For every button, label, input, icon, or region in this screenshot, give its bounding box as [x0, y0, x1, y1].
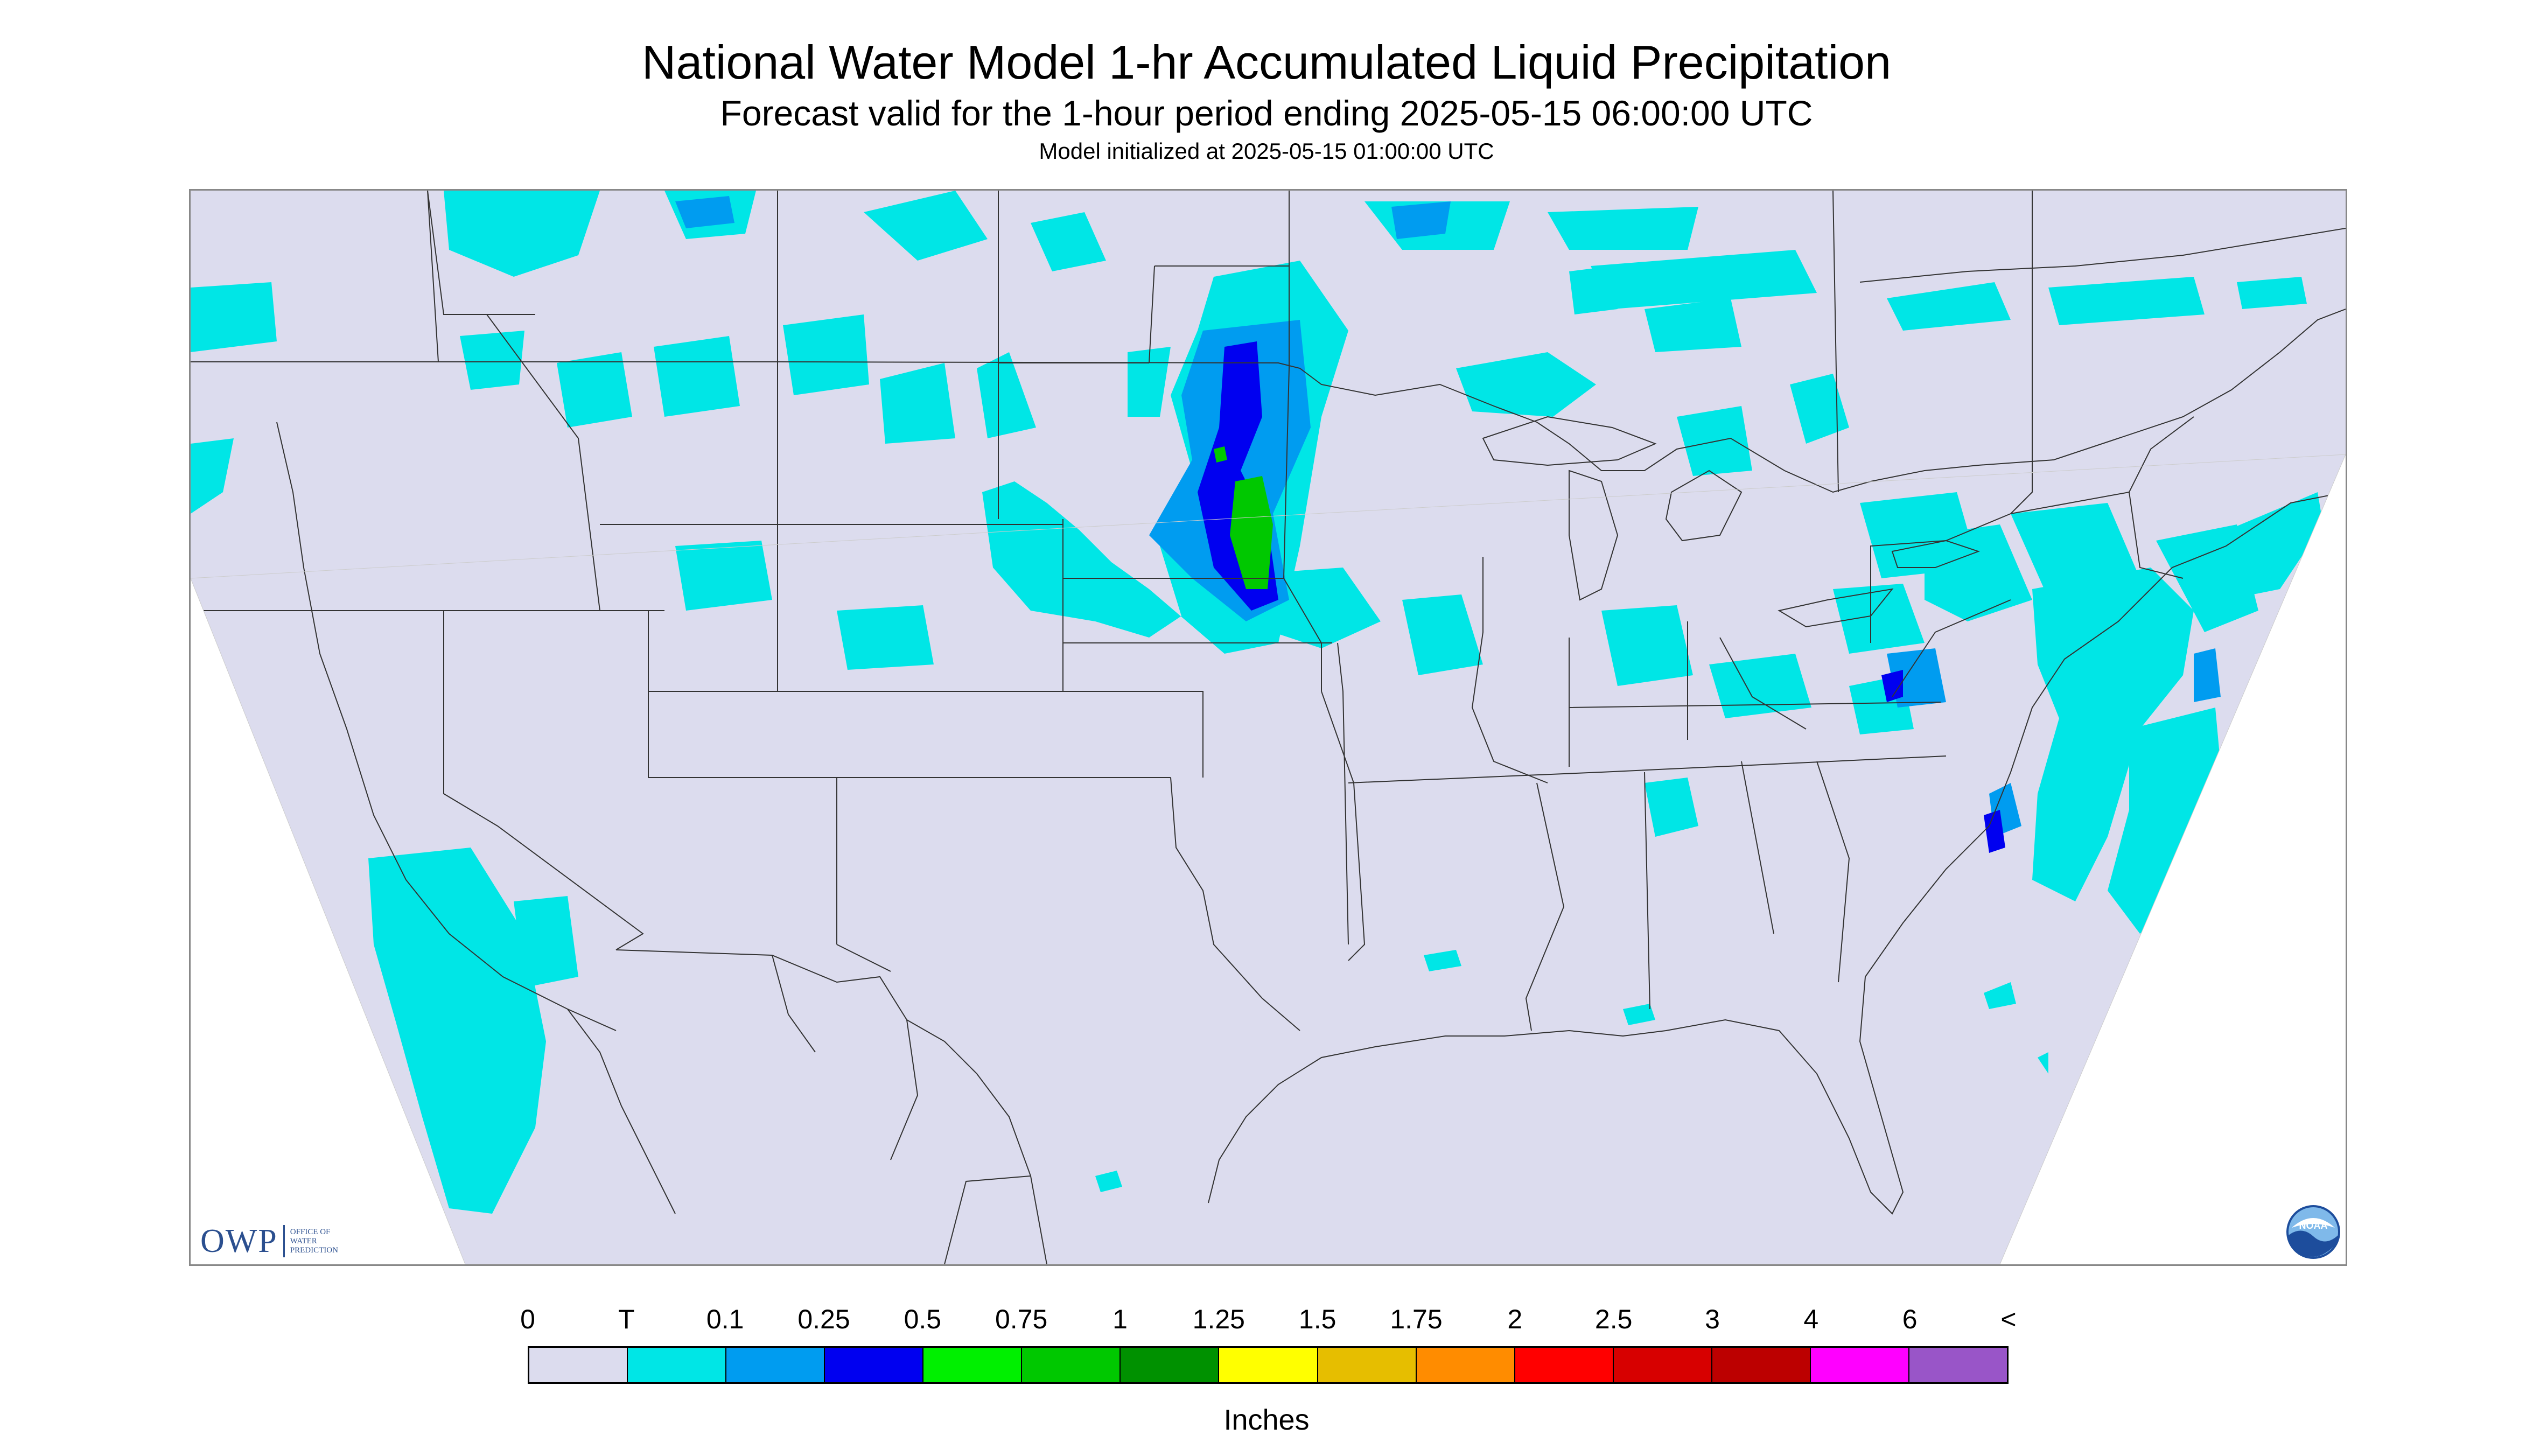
legend-tick-label: 1	[1112, 1304, 1128, 1334]
legend-swatch	[1416, 1348, 1515, 1382]
noaa-logo-icon: NOAA	[2285, 1204, 2341, 1260]
legend-tick-label: <	[2000, 1304, 2017, 1334]
model-domain	[191, 191, 2346, 1264]
legend-tick-label: 0.25	[797, 1304, 850, 1334]
legend-swatch	[923, 1348, 1023, 1382]
map-title: National Water Model 1-hr Accumulated Li…	[641, 36, 1892, 89]
legend-tick-label: 0.5	[904, 1304, 942, 1334]
legend-tick-label: T	[618, 1304, 635, 1334]
domain-outline	[191, 454, 2346, 1264]
legend-tick-label: 4	[1803, 1304, 1819, 1334]
precipitation-map	[189, 189, 2347, 1266]
precip-half-areas	[1214, 446, 1273, 589]
owp-logo-mark: OWP	[200, 1222, 278, 1259]
state-boundaries	[191, 191, 2346, 1264]
legend-swatch	[1613, 1348, 1712, 1382]
legend-tick-label: 2	[1507, 1304, 1523, 1334]
legend-tick-label: 1.25	[1192, 1304, 1245, 1334]
legend-swatch	[1909, 1348, 2007, 1382]
noaa-label: NOAA	[2299, 1220, 2328, 1231]
forecast-valid-subtitle: Forecast valid for the 1-hour period end…	[720, 93, 1813, 133]
legend-swatch	[1318, 1348, 1417, 1382]
legend-swatch	[1810, 1348, 1909, 1382]
legend-units: Inches	[1223, 1404, 1310, 1436]
legend-swatch	[1121, 1348, 1220, 1382]
legend-tick-label: 3	[1705, 1304, 1720, 1334]
legend-swatch	[1515, 1348, 1614, 1382]
legend-swatch	[1219, 1348, 1318, 1382]
color-legend	[528, 1346, 2009, 1384]
owp-logo-subtext: OFFICE OF WATER PREDICTION	[290, 1228, 366, 1255]
legend-swatch	[529, 1348, 628, 1382]
legend-tick-label: 0	[520, 1304, 535, 1334]
legend-tick-label: 6	[1902, 1304, 1918, 1334]
map-canvas	[191, 191, 2346, 1264]
legend-swatch	[628, 1348, 727, 1382]
owp-logo: OWP OFFICE OF WATER PREDICTION	[200, 1222, 366, 1260]
legend-tick-label: 0.1	[706, 1304, 744, 1334]
legend-tick-label: 2.5	[1594, 1304, 1633, 1334]
owp-logo-divider	[283, 1225, 285, 1257]
legend-tick-label: 1.5	[1298, 1304, 1337, 1334]
model-init-text: Model initialized at 2025-05-15 01:00:00…	[1039, 138, 1494, 164]
legend-tick-label: 1.75	[1390, 1304, 1443, 1334]
noaa-emblem	[2286, 1205, 2340, 1259]
legend-swatch	[825, 1348, 924, 1382]
owp-logo-line: OFFICE OF	[290, 1227, 331, 1236]
legend-tick-label: 0.75	[995, 1304, 1048, 1334]
legend-swatch	[726, 1348, 825, 1382]
precip-trace-areas	[191, 191, 2345, 1214]
owp-logo-line: PREDICTION	[290, 1245, 338, 1255]
legend-swatch	[1022, 1348, 1121, 1382]
legend-swatch	[1712, 1348, 1811, 1382]
owp-logo-line: WATER	[290, 1236, 317, 1245]
